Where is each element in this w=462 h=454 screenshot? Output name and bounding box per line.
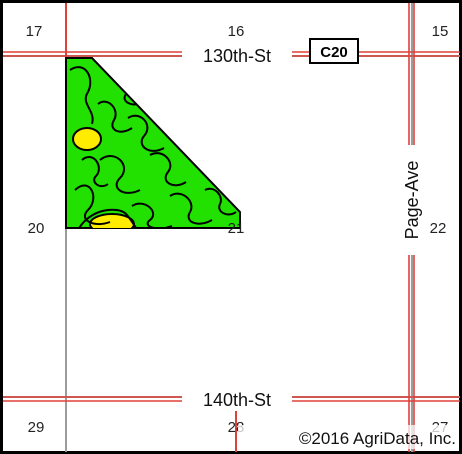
- soil-line-1: [69, 66, 94, 125]
- soil-line-3: [99, 155, 141, 194]
- road-label-bg-north: [182, 44, 292, 66]
- soil-map-units: [69, 66, 237, 228]
- section-number-nw: 17: [26, 23, 43, 40]
- road-label-bg-east: [400, 145, 426, 255]
- field-parcel[interactable]: [65, 57, 241, 234]
- copyright-text: ©2016 AgriData, Inc.: [299, 429, 456, 448]
- soil-line-9: [77, 208, 141, 228]
- copyright-bg: [238, 425, 458, 449]
- soil-line-6: [169, 192, 213, 225]
- soil-line-12: [81, 156, 109, 188]
- road-label-bg-south: [182, 389, 292, 411]
- soil-line-7: [131, 202, 173, 228]
- soil-unit-yellow-1[interactable]: [72, 127, 102, 151]
- soil-line-4: [127, 114, 165, 152]
- section-number-e: 22: [430, 220, 447, 237]
- road-label-140th-st: 140th-St: [203, 390, 271, 410]
- section-number-sw: 29: [28, 419, 45, 436]
- county-road-shield-label: C20: [320, 44, 348, 61]
- field-boundary[interactable]: [65, 57, 241, 229]
- section-number-n: 16: [228, 23, 245, 40]
- road-label-130th-st: 130th-St: [203, 46, 271, 66]
- section-number-c: 21: [228, 220, 245, 237]
- section-number-ne: 15: [432, 23, 449, 40]
- county-road-shield: [309, 38, 359, 64]
- soil-line-10: [204, 187, 237, 216]
- soil-line-5: [149, 152, 187, 187]
- road-label-page-ave: Page-Ave: [402, 161, 422, 240]
- soil-line-2: [74, 184, 111, 226]
- soil-line-8: [97, 100, 133, 133]
- section-number-w: 20: [28, 220, 45, 237]
